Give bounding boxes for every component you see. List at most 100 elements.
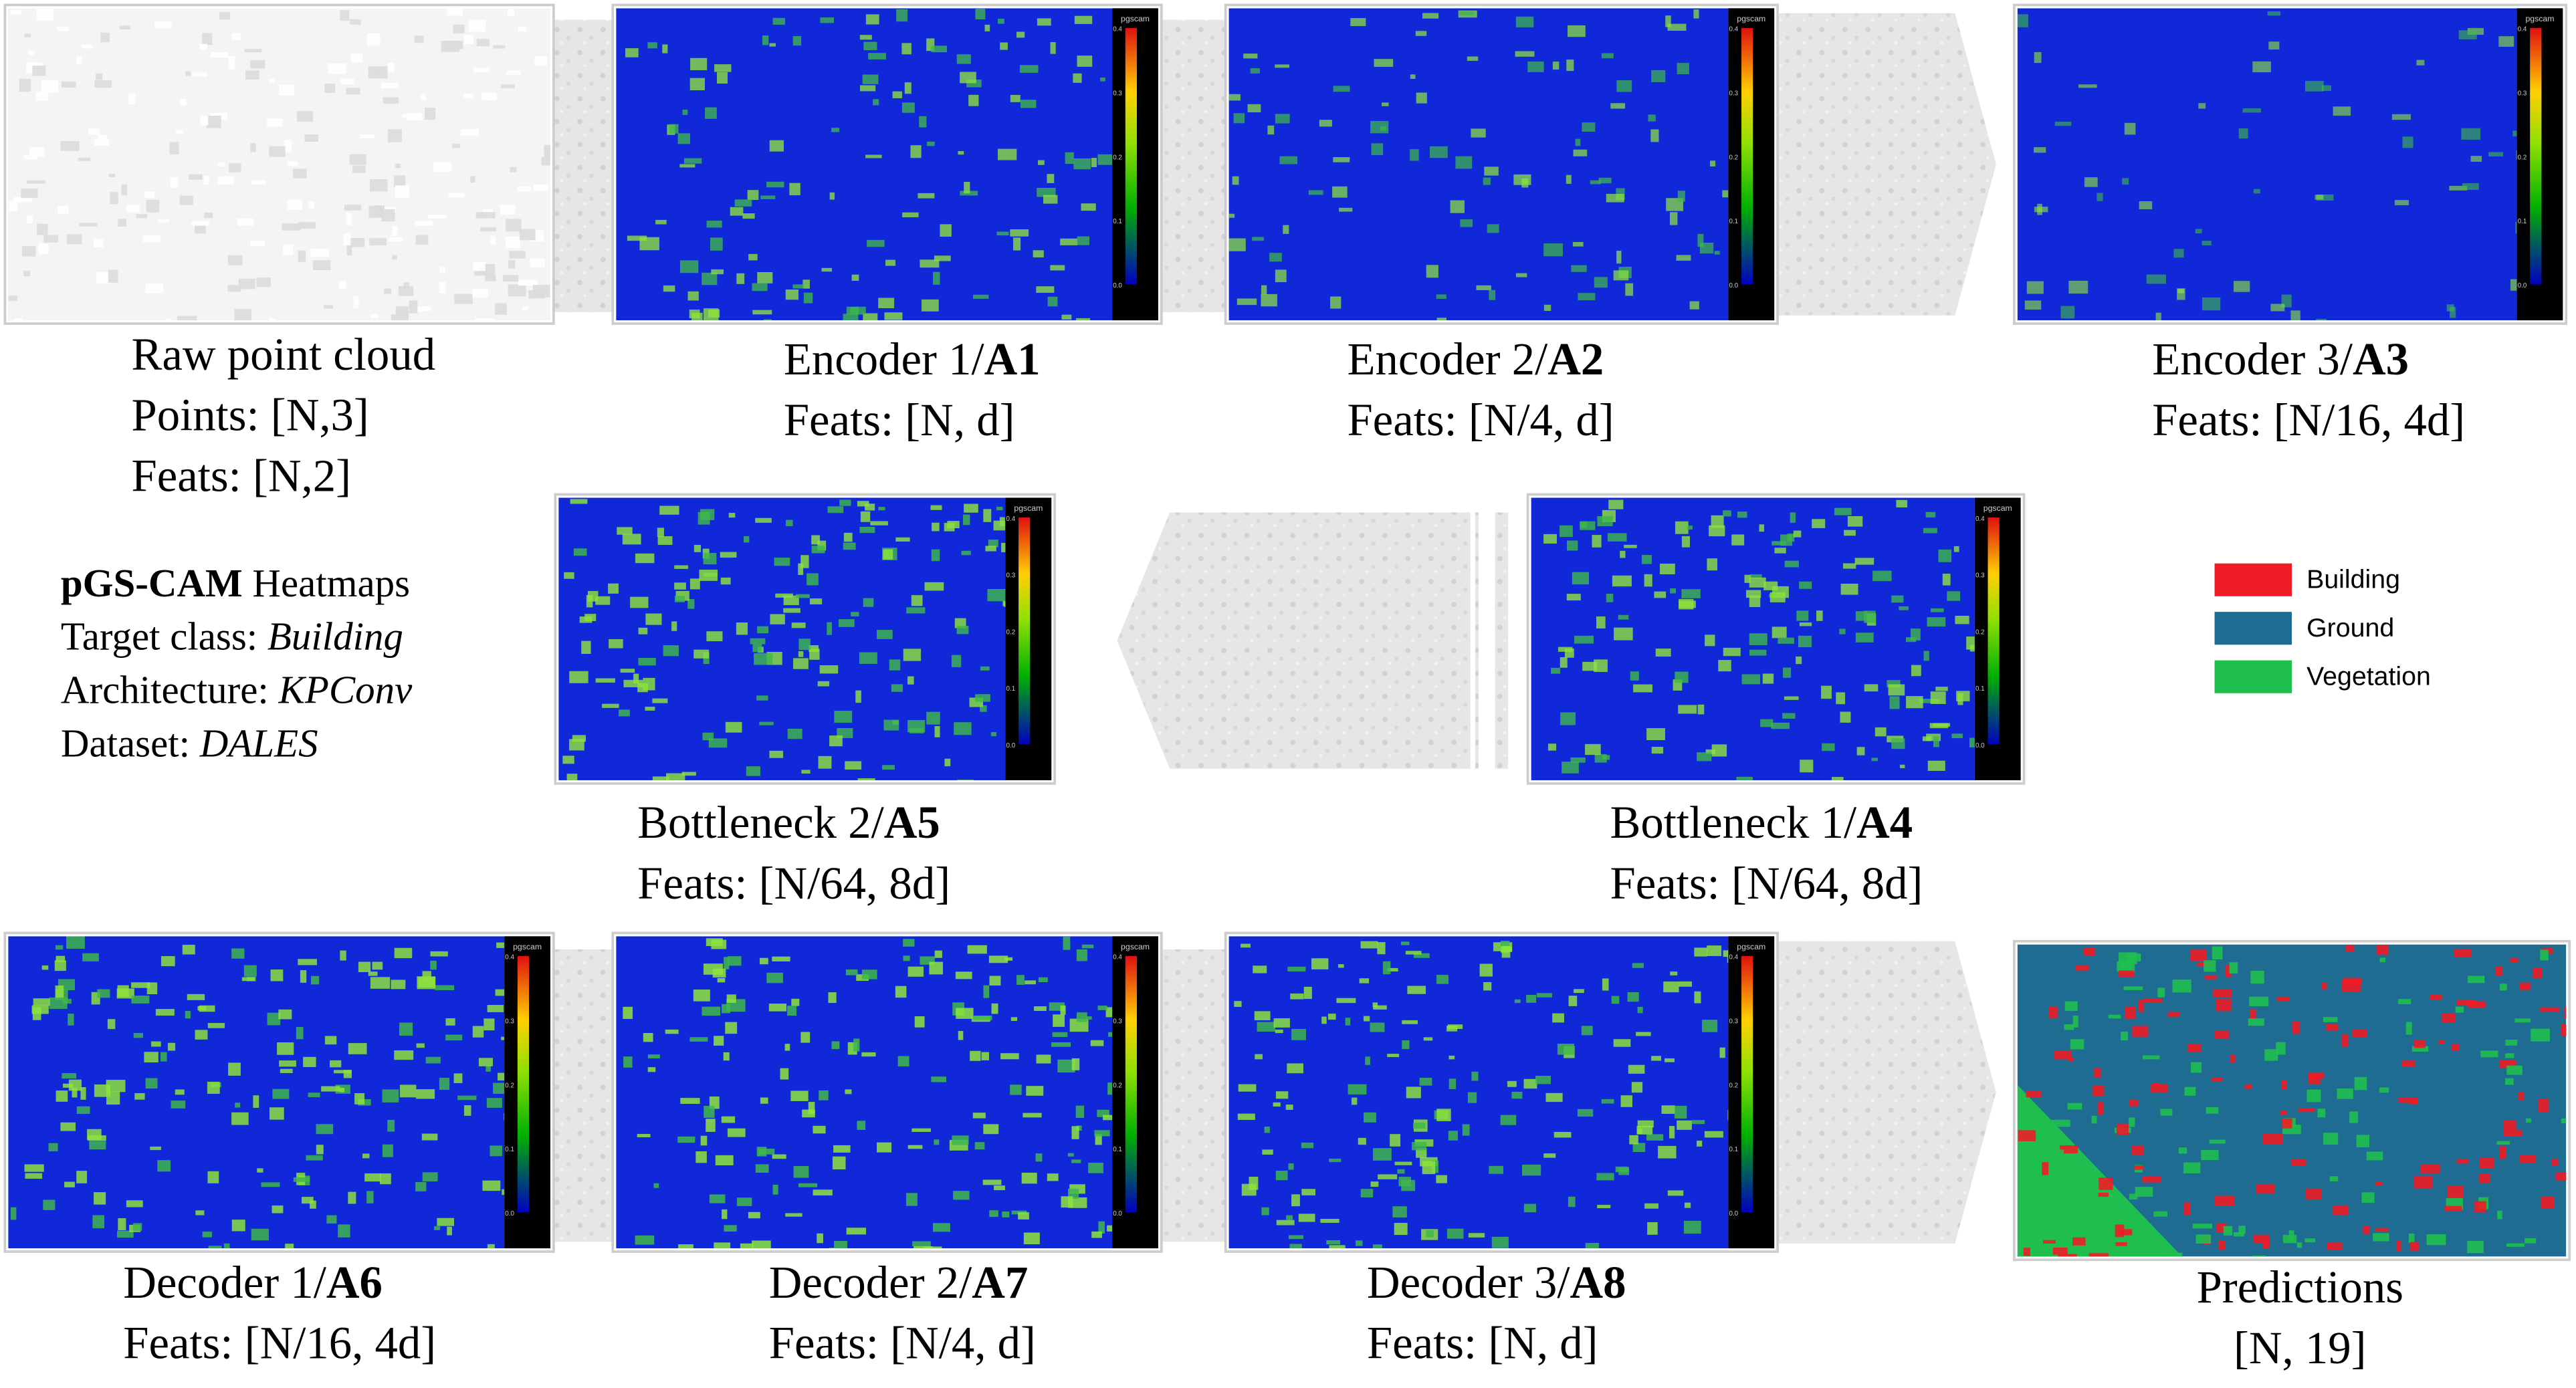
cloud-patch — [1287, 1063, 1303, 1074]
cloud-patch — [1771, 722, 1790, 729]
cloud-patch — [884, 312, 903, 320]
cloud-patch — [931, 1076, 946, 1082]
cloud-patch — [934, 255, 951, 261]
cloud-patch — [370, 977, 391, 989]
cloud-patch — [861, 969, 877, 979]
cloud-patch — [813, 1189, 833, 1196]
cloud-patch — [984, 24, 990, 31]
cloud-patch — [1694, 991, 1701, 1004]
cloud-patch — [150, 1146, 161, 1151]
cloud-patch — [907, 1145, 923, 1149]
cloud-patch — [2276, 996, 2290, 1002]
cloud-patch — [1844, 530, 1856, 536]
cloud-patch — [645, 613, 662, 625]
cloud-patch — [2212, 989, 2232, 998]
cloud-patch — [710, 237, 723, 251]
cloud-patch — [882, 765, 895, 770]
legend-label: Vegetation — [2306, 661, 2431, 691]
title-bold: A8 — [1570, 1257, 1626, 1308]
cloud-patch — [983, 985, 990, 998]
cloud-patch — [131, 996, 150, 1004]
colorbar-tick: 0.0 — [1113, 1210, 1122, 1218]
cloud-patch — [833, 1145, 851, 1153]
cloud-patch — [859, 652, 877, 664]
cloud-patch — [997, 18, 1004, 24]
cloud-patch — [195, 225, 206, 234]
cloud-patch — [682, 109, 688, 115]
cloud-patch — [1462, 1124, 1470, 1136]
cloud-patch — [918, 193, 935, 199]
cloud-patch — [2060, 1145, 2078, 1154]
cloud-patch — [1033, 250, 1044, 258]
cloud-patch — [1338, 964, 1344, 968]
cloud-patch — [873, 99, 879, 106]
image-bg — [558, 497, 1006, 780]
cloud-patch — [895, 986, 907, 998]
cloud-patch — [1566, 594, 1581, 601]
cloud-patch — [839, 499, 851, 506]
cloud-patch — [609, 639, 623, 649]
cloud-patch — [772, 17, 785, 25]
cloud-patch — [748, 253, 758, 261]
cloud-patch — [883, 719, 899, 731]
cloud-patch — [1326, 1240, 1341, 1245]
cloud-patch — [2296, 1242, 2302, 1248]
cloud-patch — [2099, 1177, 2113, 1190]
cloud-patch — [1567, 25, 1586, 37]
cloud-patch — [998, 148, 1017, 160]
panel-title: Decoder 1/A6 — [123, 1257, 383, 1308]
cloud-patch — [817, 1233, 823, 1244]
cloud-patch — [720, 552, 737, 558]
cloud-patch — [2128, 1099, 2139, 1107]
cloud-patch — [1303, 986, 1312, 1000]
cloud-patch — [167, 1042, 176, 1051]
cloud-patch — [566, 774, 578, 780]
cloud-patch — [250, 240, 265, 247]
cloud-patch — [1578, 293, 1596, 301]
cloud-patch — [952, 1135, 969, 1145]
cloud-patch — [2438, 1040, 2444, 1044]
cloud-patch — [1923, 528, 1937, 534]
cloud-patch — [1664, 1058, 1675, 1062]
info-line: Architecture: KPConv — [61, 668, 413, 712]
cloud-patch — [1637, 1006, 1643, 1014]
panel-line: Feats: [N, d] — [1367, 1318, 1598, 1369]
cloud-patch — [1468, 1233, 1485, 1238]
cloud-patch — [1687, 526, 1693, 530]
panel-line: Feats: [N/16, 4d] — [2152, 394, 2465, 445]
cloud-patch — [1060, 1005, 1066, 1015]
cloud-patch — [877, 1142, 892, 1153]
cloud-patch — [843, 542, 856, 550]
cloud-patch — [268, 318, 275, 321]
cloud-patch — [1624, 544, 1637, 548]
cloud-patch — [690, 57, 708, 71]
cloud-patch — [980, 666, 990, 671]
cloud-patch — [709, 1096, 720, 1109]
cloud-patch — [2561, 1024, 2567, 1036]
cloud-patch — [702, 1006, 721, 1016]
cloud-patch — [2209, 1139, 2226, 1144]
cloud-patch — [415, 221, 433, 226]
cloud-patch — [2541, 1197, 2555, 1209]
cloud-patch — [21, 188, 38, 199]
title-prefix: Encoder 2/ — [1347, 334, 1548, 384]
cloud-patch — [1515, 273, 1527, 277]
cloud-patch — [229, 163, 241, 172]
cloud-patch — [1772, 541, 1786, 546]
cloud-patch — [76, 1171, 88, 1183]
cloud-patch — [2202, 297, 2221, 311]
cloud-patch — [269, 79, 275, 83]
cloud-patch — [706, 1119, 716, 1132]
cloud-patch — [1374, 59, 1394, 68]
cloud-patch — [530, 258, 545, 267]
cloud-patch — [831, 128, 840, 132]
cloud-patch — [98, 134, 108, 142]
cloud-patch — [821, 267, 833, 272]
cloud-patch — [87, 1129, 102, 1140]
cloud-patch — [819, 665, 839, 674]
cloud-patch — [506, 219, 522, 232]
cloud-patch — [1637, 1120, 1654, 1128]
cloud-patch — [1291, 1194, 1300, 1207]
